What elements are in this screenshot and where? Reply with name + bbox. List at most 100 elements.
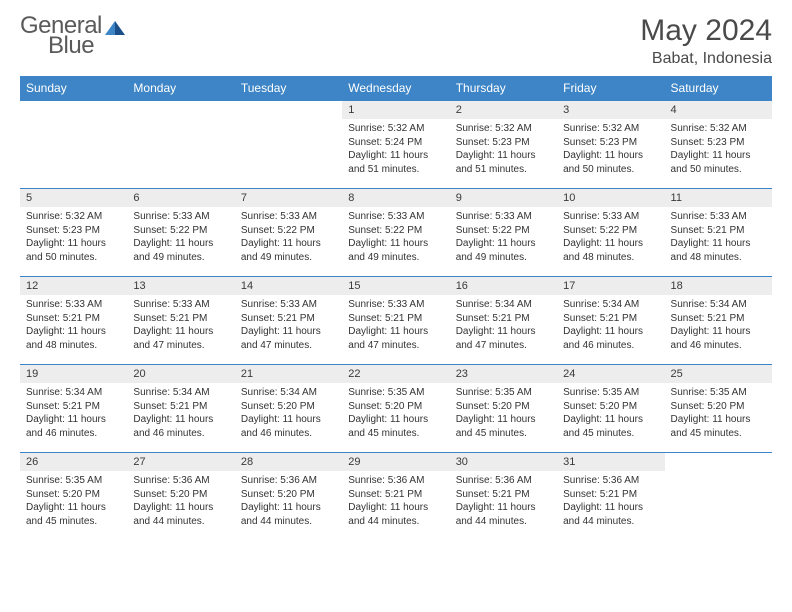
calendar-table: SundayMondayTuesdayWednesdayThursdayFrid…	[20, 76, 772, 541]
day-number: 1	[342, 101, 449, 119]
day-details: Sunrise: 5:36 AMSunset: 5:21 PMDaylight:…	[557, 471, 664, 531]
day-details: Sunrise: 5:34 AMSunset: 5:21 PMDaylight:…	[450, 295, 557, 355]
calendar-week: 5Sunrise: 5:32 AMSunset: 5:23 PMDaylight…	[20, 189, 772, 277]
day-details: Sunrise: 5:33 AMSunset: 5:22 PMDaylight:…	[127, 207, 234, 267]
day-number: 4	[665, 101, 772, 119]
calendar-day: 24Sunrise: 5:35 AMSunset: 5:20 PMDayligh…	[557, 365, 664, 453]
month-title: May 2024	[640, 14, 772, 48]
calendar-day: 27Sunrise: 5:36 AMSunset: 5:20 PMDayligh…	[127, 453, 234, 541]
brand-part2: Blue	[48, 34, 126, 58]
day-number: 2	[450, 101, 557, 119]
day-details: Sunrise: 5:32 AMSunset: 5:24 PMDaylight:…	[342, 119, 449, 179]
calendar-day: 17Sunrise: 5:34 AMSunset: 5:21 PMDayligh…	[557, 277, 664, 365]
weekday-header: Tuesday	[235, 76, 342, 101]
calendar-week: 26Sunrise: 5:35 AMSunset: 5:20 PMDayligh…	[20, 453, 772, 541]
day-number: 22	[342, 365, 449, 383]
calendar-empty	[235, 101, 342, 189]
day-number: 16	[450, 277, 557, 295]
day-details: Sunrise: 5:32 AMSunset: 5:23 PMDaylight:…	[557, 119, 664, 179]
calendar-day: 10Sunrise: 5:33 AMSunset: 5:22 PMDayligh…	[557, 189, 664, 277]
calendar-day: 4Sunrise: 5:32 AMSunset: 5:23 PMDaylight…	[665, 101, 772, 189]
day-number: 25	[665, 365, 772, 383]
day-number: 15	[342, 277, 449, 295]
day-number: 10	[557, 189, 664, 207]
day-details: Sunrise: 5:32 AMSunset: 5:23 PMDaylight:…	[665, 119, 772, 179]
calendar-day: 23Sunrise: 5:35 AMSunset: 5:20 PMDayligh…	[450, 365, 557, 453]
calendar-day: 5Sunrise: 5:32 AMSunset: 5:23 PMDaylight…	[20, 189, 127, 277]
calendar-day: 21Sunrise: 5:34 AMSunset: 5:20 PMDayligh…	[235, 365, 342, 453]
day-details: Sunrise: 5:33 AMSunset: 5:21 PMDaylight:…	[20, 295, 127, 355]
day-details: Sunrise: 5:34 AMSunset: 5:21 PMDaylight:…	[127, 383, 234, 443]
calendar-day: 15Sunrise: 5:33 AMSunset: 5:21 PMDayligh…	[342, 277, 449, 365]
day-number: 27	[127, 453, 234, 471]
brand-logo: GeneralBlue	[20, 14, 126, 58]
day-number: 12	[20, 277, 127, 295]
day-number: 17	[557, 277, 664, 295]
day-number: 24	[557, 365, 664, 383]
day-details: Sunrise: 5:35 AMSunset: 5:20 PMDaylight:…	[557, 383, 664, 443]
calendar-day: 13Sunrise: 5:33 AMSunset: 5:21 PMDayligh…	[127, 277, 234, 365]
calendar-day: 31Sunrise: 5:36 AMSunset: 5:21 PMDayligh…	[557, 453, 664, 541]
day-details: Sunrise: 5:35 AMSunset: 5:20 PMDaylight:…	[665, 383, 772, 443]
brand-triangle-icon	[104, 19, 126, 35]
calendar-empty	[665, 453, 772, 541]
weekday-header: Thursday	[450, 76, 557, 101]
calendar-day: 25Sunrise: 5:35 AMSunset: 5:20 PMDayligh…	[665, 365, 772, 453]
calendar-day: 14Sunrise: 5:33 AMSunset: 5:21 PMDayligh…	[235, 277, 342, 365]
day-details: Sunrise: 5:33 AMSunset: 5:21 PMDaylight:…	[665, 207, 772, 267]
day-number: 21	[235, 365, 342, 383]
calendar-week: 12Sunrise: 5:33 AMSunset: 5:21 PMDayligh…	[20, 277, 772, 365]
day-number: 6	[127, 189, 234, 207]
day-details: Sunrise: 5:34 AMSunset: 5:20 PMDaylight:…	[235, 383, 342, 443]
calendar-empty	[127, 101, 234, 189]
day-details: Sunrise: 5:35 AMSunset: 5:20 PMDaylight:…	[342, 383, 449, 443]
day-details: Sunrise: 5:33 AMSunset: 5:22 PMDaylight:…	[235, 207, 342, 267]
calendar-day: 8Sunrise: 5:33 AMSunset: 5:22 PMDaylight…	[342, 189, 449, 277]
weekday-header: Friday	[557, 76, 664, 101]
weekday-header: Monday	[127, 76, 234, 101]
calendar-body: 1Sunrise: 5:32 AMSunset: 5:24 PMDaylight…	[20, 101, 772, 541]
day-details: Sunrise: 5:36 AMSunset: 5:21 PMDaylight:…	[342, 471, 449, 531]
calendar-day: 19Sunrise: 5:34 AMSunset: 5:21 PMDayligh…	[20, 365, 127, 453]
day-details: Sunrise: 5:33 AMSunset: 5:22 PMDaylight:…	[342, 207, 449, 267]
day-details: Sunrise: 5:33 AMSunset: 5:21 PMDaylight:…	[342, 295, 449, 355]
calendar-empty	[20, 101, 127, 189]
calendar-day: 6Sunrise: 5:33 AMSunset: 5:22 PMDaylight…	[127, 189, 234, 277]
day-details: Sunrise: 5:32 AMSunset: 5:23 PMDaylight:…	[20, 207, 127, 267]
calendar-day: 18Sunrise: 5:34 AMSunset: 5:21 PMDayligh…	[665, 277, 772, 365]
day-details: Sunrise: 5:36 AMSunset: 5:20 PMDaylight:…	[127, 471, 234, 531]
calendar-day: 7Sunrise: 5:33 AMSunset: 5:22 PMDaylight…	[235, 189, 342, 277]
calendar-head: SundayMondayTuesdayWednesdayThursdayFrid…	[20, 76, 772, 101]
day-number: 9	[450, 189, 557, 207]
weekday-header: Saturday	[665, 76, 772, 101]
day-details: Sunrise: 5:34 AMSunset: 5:21 PMDaylight:…	[20, 383, 127, 443]
calendar-week: 1Sunrise: 5:32 AMSunset: 5:24 PMDaylight…	[20, 101, 772, 189]
day-number: 30	[450, 453, 557, 471]
day-number: 8	[342, 189, 449, 207]
weekday-header: Sunday	[20, 76, 127, 101]
day-number: 13	[127, 277, 234, 295]
calendar-week: 19Sunrise: 5:34 AMSunset: 5:21 PMDayligh…	[20, 365, 772, 453]
day-details: Sunrise: 5:36 AMSunset: 5:20 PMDaylight:…	[235, 471, 342, 531]
calendar-day: 11Sunrise: 5:33 AMSunset: 5:21 PMDayligh…	[665, 189, 772, 277]
calendar-day: 28Sunrise: 5:36 AMSunset: 5:20 PMDayligh…	[235, 453, 342, 541]
calendar-day: 2Sunrise: 5:32 AMSunset: 5:23 PMDaylight…	[450, 101, 557, 189]
day-number: 11	[665, 189, 772, 207]
day-number: 31	[557, 453, 664, 471]
calendar-day: 20Sunrise: 5:34 AMSunset: 5:21 PMDayligh…	[127, 365, 234, 453]
weekday-header: Wednesday	[342, 76, 449, 101]
calendar-day: 12Sunrise: 5:33 AMSunset: 5:21 PMDayligh…	[20, 277, 127, 365]
day-number: 18	[665, 277, 772, 295]
day-details: Sunrise: 5:35 AMSunset: 5:20 PMDaylight:…	[20, 471, 127, 531]
day-number: 7	[235, 189, 342, 207]
calendar-day: 16Sunrise: 5:34 AMSunset: 5:21 PMDayligh…	[450, 277, 557, 365]
calendar-day: 29Sunrise: 5:36 AMSunset: 5:21 PMDayligh…	[342, 453, 449, 541]
calendar-day: 1Sunrise: 5:32 AMSunset: 5:24 PMDaylight…	[342, 101, 449, 189]
day-details: Sunrise: 5:35 AMSunset: 5:20 PMDaylight:…	[450, 383, 557, 443]
day-number: 26	[20, 453, 127, 471]
header: GeneralBlue May 2024 Babat, Indonesia	[20, 14, 772, 68]
day-number: 14	[235, 277, 342, 295]
calendar-day: 22Sunrise: 5:35 AMSunset: 5:20 PMDayligh…	[342, 365, 449, 453]
day-number: 3	[557, 101, 664, 119]
calendar-day: 9Sunrise: 5:33 AMSunset: 5:22 PMDaylight…	[450, 189, 557, 277]
